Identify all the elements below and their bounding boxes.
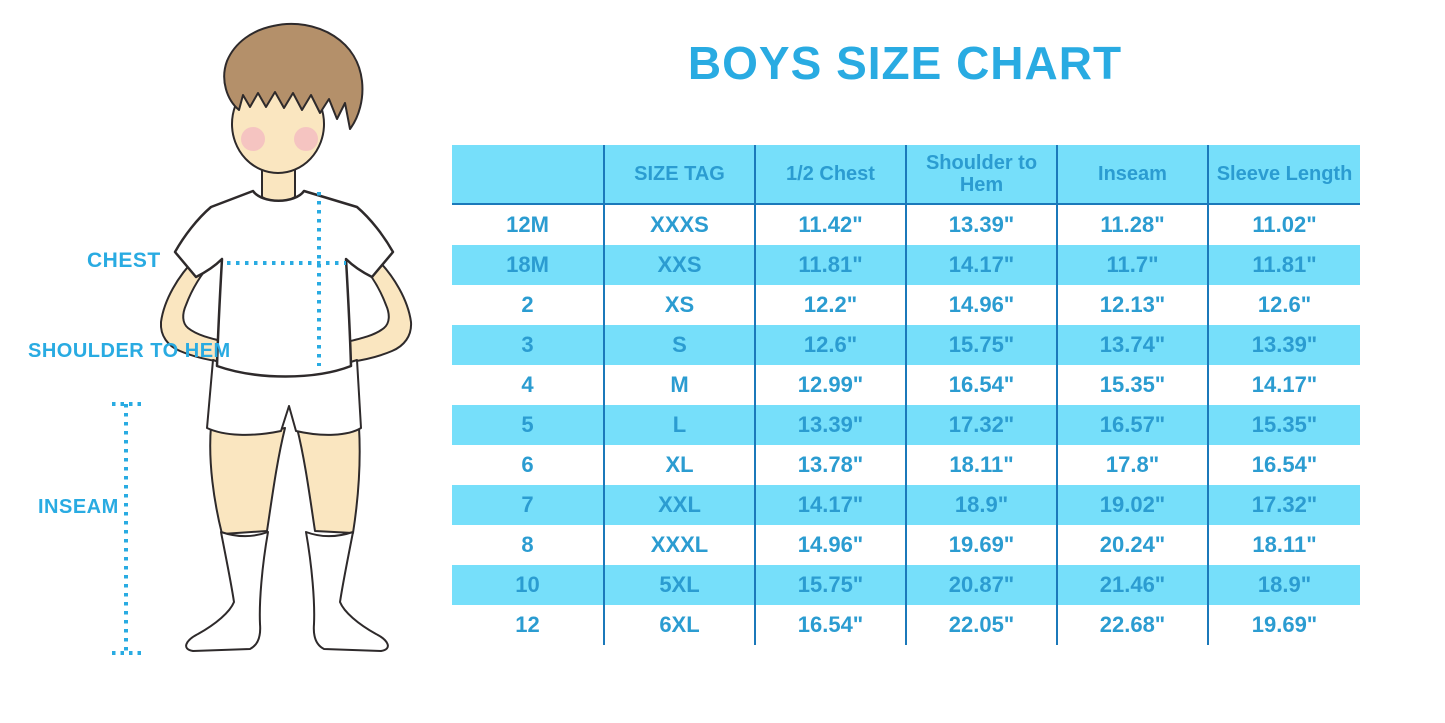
measurement-cell: 19.69" xyxy=(905,525,1056,565)
measurement-cell: 21.46" xyxy=(1056,565,1207,605)
measurement-cell: 22.05" xyxy=(905,605,1056,645)
measurement-cell: XS xyxy=(603,285,754,325)
measurement-cell: 13.78" xyxy=(754,445,905,485)
measurement-cell: XXXS xyxy=(603,205,754,245)
measurement-cell: 18.11" xyxy=(1207,525,1360,565)
column-header: Sleeve Length xyxy=(1207,145,1360,205)
measurement-cell: 16.54" xyxy=(905,365,1056,405)
measurement-cell: 12.13" xyxy=(1056,285,1207,325)
hair-shape xyxy=(223,22,364,130)
measurement-cell: L xyxy=(603,405,754,445)
size-chart-table: SIZE TAG 1/2 Chest Shoulder to Hem Inseam Sl… xyxy=(452,145,1360,645)
measurement-cell: 11.02" xyxy=(1207,205,1360,245)
measurement-cell: XL xyxy=(603,445,754,485)
measurement-cell: 13.39" xyxy=(1207,325,1360,365)
measurement-cell: XXL xyxy=(603,485,754,525)
measurement-cell: 13.39" xyxy=(905,205,1056,245)
size-label-cell: 4 xyxy=(452,365,603,405)
size-label-cell: 7 xyxy=(452,485,603,525)
measurement-cell: 11.81" xyxy=(1207,245,1360,285)
inseam-label: INSEAM xyxy=(38,496,119,518)
shoulder-to-hem-label: SHOULDER TO HEM xyxy=(28,340,231,362)
column-header: 1/2 Chest xyxy=(754,145,905,205)
right-arm-shape xyxy=(341,257,413,363)
measurement-cell: 18.9" xyxy=(1207,565,1360,605)
header-empty-cell xyxy=(452,145,603,205)
measurement-cell: 16.54" xyxy=(1207,445,1360,485)
measurement-cell: 14.17" xyxy=(905,245,1056,285)
right-sock-shape xyxy=(305,531,389,652)
measurement-cell: 19.69" xyxy=(1207,605,1360,645)
measurement-cell: 22.68" xyxy=(1056,605,1207,645)
measurement-cell: 14.17" xyxy=(754,485,905,525)
measurement-cell: 15.75" xyxy=(754,565,905,605)
blush-right xyxy=(294,127,318,151)
column-header: SIZE TAG xyxy=(603,145,754,205)
size-label-cell: 2 xyxy=(452,285,603,325)
measurement-cell: 14.17" xyxy=(1207,365,1360,405)
measurement-cell: 13.74" xyxy=(1056,325,1207,365)
size-label-cell: 8 xyxy=(452,525,603,565)
left-leg-shape xyxy=(209,425,286,535)
measurement-cell: XXS xyxy=(603,245,754,285)
measurement-cell: 11.7" xyxy=(1056,245,1207,285)
measurement-cell: 6XL xyxy=(603,605,754,645)
measurement-cell: 12.99" xyxy=(754,365,905,405)
measurement-cell: 19.02" xyxy=(1056,485,1207,525)
measurement-cell: 15.35" xyxy=(1207,405,1360,445)
left-sock-shape xyxy=(185,531,269,652)
measurement-cell: 11.42" xyxy=(754,205,905,245)
measurement-cell: M xyxy=(603,365,754,405)
size-label-cell: 10 xyxy=(452,565,603,605)
boy-figure-illustration xyxy=(112,22,413,655)
measurement-cell: 20.24" xyxy=(1056,525,1207,565)
size-label-cell: 3 xyxy=(452,325,603,365)
measurement-cell: 13.39" xyxy=(754,405,905,445)
measurement-cell: 5XL xyxy=(603,565,754,605)
blush-left xyxy=(241,127,265,151)
measurement-cell: 18.9" xyxy=(905,485,1056,525)
right-leg-shape xyxy=(296,426,361,534)
page-title: BOYS SIZE CHART xyxy=(687,37,1123,89)
column-header: Shoulder to Hem xyxy=(905,145,1056,205)
measurement-cell: 11.28" xyxy=(1056,205,1207,245)
shirt-shape xyxy=(173,189,395,378)
measurement-cell: 11.81" xyxy=(754,245,905,285)
measurement-cell: 14.96" xyxy=(754,525,905,565)
measurement-cell: 12.6" xyxy=(754,325,905,365)
size-label-cell: 5 xyxy=(452,405,603,445)
measurement-cell: 12.2" xyxy=(754,285,905,325)
measurement-cell: 15.75" xyxy=(905,325,1056,365)
size-label-cell: 12M xyxy=(452,205,603,245)
measurement-cell: 17.8" xyxy=(1056,445,1207,485)
measurement-cell: 15.35" xyxy=(1056,365,1207,405)
size-label-cell: 12 xyxy=(452,605,603,645)
size-label-cell: 18M xyxy=(452,245,603,285)
measurement-cell: 16.57" xyxy=(1056,405,1207,445)
chest-label: CHEST xyxy=(87,249,161,272)
measurement-cell: 18.11" xyxy=(905,445,1056,485)
measurement-cell: 14.96" xyxy=(905,285,1056,325)
size-label-cell: 6 xyxy=(452,445,603,485)
measurement-cell: 12.6" xyxy=(1207,285,1360,325)
measurement-cell: 20.87" xyxy=(905,565,1056,605)
measurement-cell: XXXL xyxy=(603,525,754,565)
measurement-cell: 17.32" xyxy=(1207,485,1360,525)
measurement-cell: 16.54" xyxy=(754,605,905,645)
measurement-cell: S xyxy=(603,325,754,365)
column-header: Inseam xyxy=(1056,145,1207,205)
measurement-cell: 17.32" xyxy=(905,405,1056,445)
